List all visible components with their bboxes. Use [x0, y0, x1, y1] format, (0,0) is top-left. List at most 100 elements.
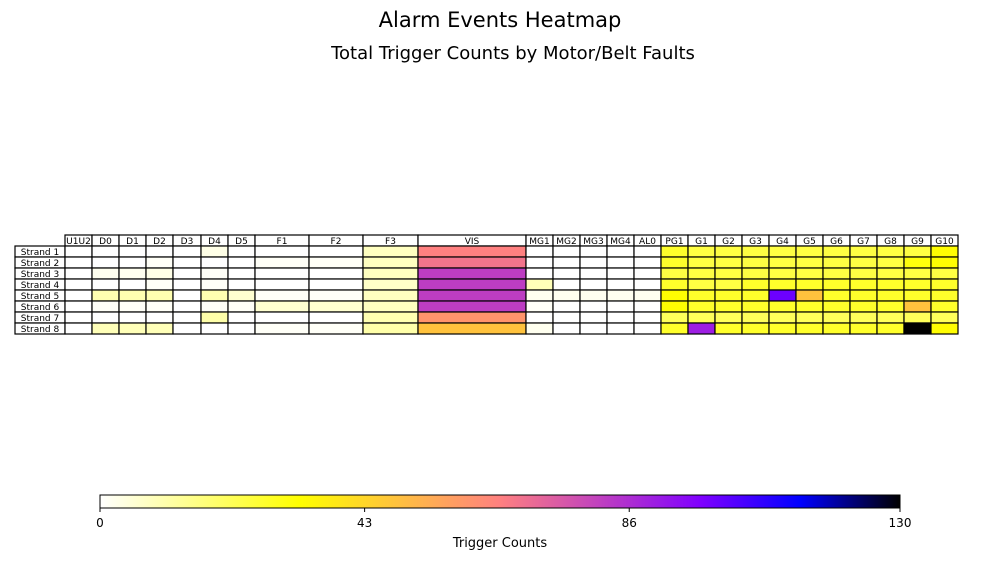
heatmap-cell: [660, 289, 689, 302]
colorbar: 0 43 86 130 Trigger Counts: [96, 494, 911, 551]
row-label: Strand 6: [21, 303, 60, 313]
heatmap-cell: [118, 267, 147, 280]
heatmap-cell: [417, 278, 527, 291]
colorbar-label: Trigger Counts: [452, 536, 548, 551]
heatmap-cell: [795, 267, 824, 280]
heatmap-cell: [633, 267, 662, 280]
column-header-label: U1U2: [66, 237, 91, 247]
heatmap-cell: [91, 267, 120, 280]
column-header-label: G8: [884, 237, 897, 247]
heatmap-cell: [64, 300, 93, 313]
heatmap-cell: [172, 278, 202, 291]
heatmap-cell: [552, 311, 581, 324]
heatmap-cell: [822, 256, 851, 269]
column-header-label: F3: [385, 237, 396, 247]
heatmap-cell: [145, 311, 174, 324]
heatmap-cell: [795, 245, 824, 258]
heatmap-cell: [849, 322, 878, 335]
heatmap-cell: [903, 289, 932, 302]
heatmap-cell: [795, 300, 824, 313]
heatmap-cell: [308, 322, 364, 335]
heatmap-cell: [200, 311, 229, 324]
row-label: Strand 7: [21, 314, 59, 324]
heatmap-cell: [903, 311, 932, 324]
heatmap-cell: [876, 289, 905, 302]
heatmap-cell: [660, 267, 689, 280]
heatmap-cell: [227, 278, 256, 291]
heatmap-cell: [714, 245, 743, 258]
heatmap-cell: [227, 322, 256, 335]
column-header-label: G10: [935, 237, 954, 247]
heatmap-cell: [579, 267, 608, 280]
heatmap-cell: [172, 267, 202, 280]
column-header-label: D4: [208, 237, 221, 247]
heatmap-cell: [145, 278, 174, 291]
heatmap-cell: [118, 311, 147, 324]
heatmap-cell: [64, 322, 93, 335]
heatmap-cell: [145, 256, 174, 269]
heatmap-cell: [741, 256, 770, 269]
column-header-label: D2: [153, 237, 166, 247]
column-header-label: F1: [277, 237, 288, 247]
heatmap-cell: [903, 267, 932, 280]
column-header-label: MG4: [610, 237, 631, 247]
column-header-label: MG1: [529, 237, 549, 247]
heatmap-cell: [633, 289, 662, 302]
heatmap-cell: [822, 289, 851, 302]
row-label: Strand 4: [21, 281, 60, 291]
heatmap-cell: [930, 289, 959, 302]
heatmap-cell: [714, 278, 743, 291]
heatmap-cell: [633, 278, 662, 291]
heatmap-cell: [633, 300, 662, 313]
heatmap-cell: [308, 278, 364, 291]
heatmap-cell: [876, 300, 905, 313]
heatmap-cell: [930, 311, 959, 324]
heatmap-cell: [768, 300, 797, 313]
heatmap-cell: [930, 267, 959, 280]
heatmap-cell: [118, 245, 147, 258]
heatmap-cell: [362, 256, 419, 269]
heatmap-cell: [525, 311, 554, 324]
heatmap-cell: [795, 278, 824, 291]
heatmap-cell: [525, 278, 554, 291]
heatmap-cell: [227, 289, 256, 302]
column-header-label: G5: [803, 237, 816, 247]
heatmap-cell: [930, 322, 959, 335]
heatmap-cell: [552, 300, 581, 313]
heatmap-cell: [849, 267, 878, 280]
chart-subtitle: Total Trigger Counts by Motor/Belt Fault…: [330, 43, 695, 64]
heatmap-cell: [91, 278, 120, 291]
heatmap-cell: [768, 322, 797, 335]
colorbar-tick-label: 86: [622, 516, 637, 530]
heatmap-cell: [525, 289, 554, 302]
heatmap-cell: [876, 311, 905, 324]
heatmap-cell: [579, 289, 608, 302]
heatmap-cell: [606, 322, 635, 335]
heatmap-cell: [200, 300, 229, 313]
heatmap-cell: [930, 278, 959, 291]
heatmap-cell: [903, 256, 932, 269]
heatmap-cell: [795, 311, 824, 324]
heatmap-cell: [633, 322, 662, 335]
heatmap-cell: [741, 311, 770, 324]
heatmap-cell: [606, 245, 635, 258]
heatmap-cell: [768, 256, 797, 269]
heatmap-cell: [552, 256, 581, 269]
heatmap-cell: [930, 245, 959, 258]
heatmap-cell: [227, 256, 256, 269]
heatmap-cell: [308, 245, 364, 258]
heatmap-cell: [795, 289, 824, 302]
colorbar-tick-label: 0: [96, 516, 104, 530]
heatmap-cell: [903, 322, 932, 335]
heatmap-cell: [417, 311, 527, 324]
heatmap-cell: [200, 267, 229, 280]
heatmap-cell: [714, 311, 743, 324]
heatmap-cell: [903, 245, 932, 258]
heatmap-cell: [822, 267, 851, 280]
column-header-label: VIS: [465, 237, 480, 247]
column-header-label: D0: [99, 237, 112, 247]
heatmap-cell: [768, 289, 797, 302]
heatmap-cell: [741, 300, 770, 313]
heatmap-cell: [741, 278, 770, 291]
heatmap-cell: [254, 267, 310, 280]
